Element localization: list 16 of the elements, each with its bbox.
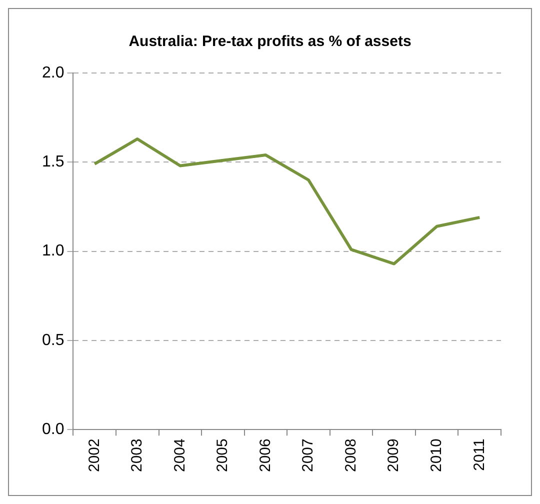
x-tick-label: 2006 <box>256 438 274 472</box>
y-tick-label: 1.0 <box>42 242 64 260</box>
x-tick-label: 2007 <box>300 438 317 472</box>
x-tick-label: 2004 <box>171 438 188 472</box>
x-tick-label: 2008 <box>342 438 360 472</box>
y-tick-label: 0.0 <box>42 421 64 438</box>
y-tick-label: 0.5 <box>42 332 64 349</box>
y-tick-label: 2.0 <box>42 64 64 82</box>
y-tick-label: 1.5 <box>42 154 64 171</box>
chart-title: Australia: Pre-tax profits as % of assets <box>128 33 412 50</box>
x-tick-label: 2009 <box>385 438 402 472</box>
x-tick-label: 2003 <box>128 438 146 472</box>
x-tick-label: 2002 <box>86 438 103 472</box>
x-tick-label: 2005 <box>214 438 232 472</box>
x-tick-label: 2010 <box>428 438 445 472</box>
x-tick-label: 2011 <box>470 438 488 471</box>
